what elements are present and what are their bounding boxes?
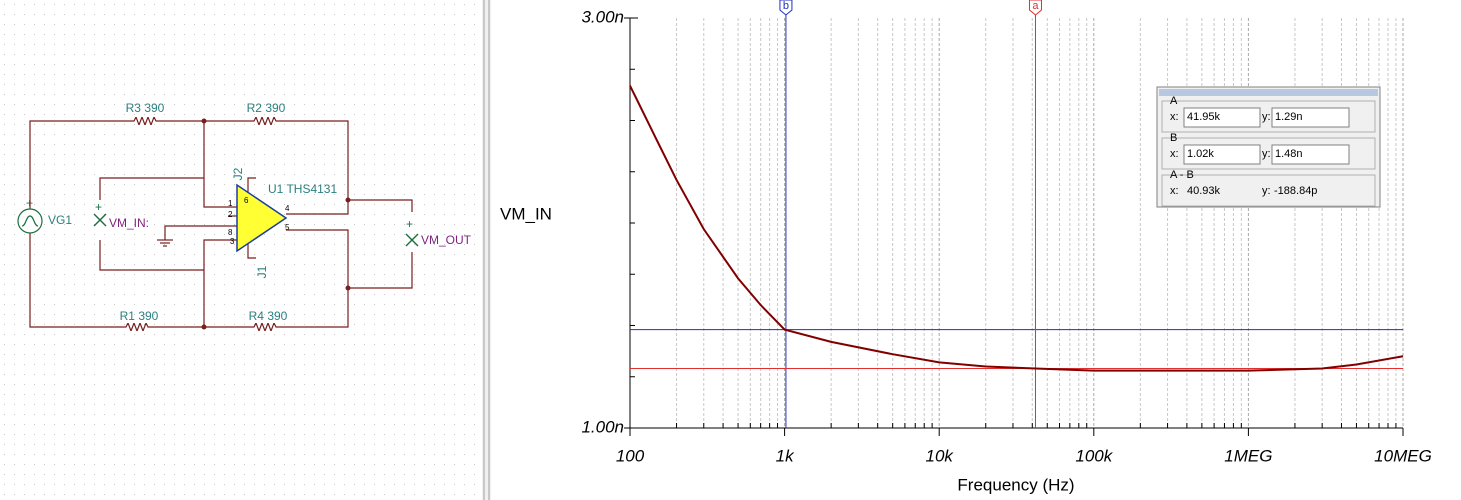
readout-prefix: y: [1262, 148, 1271, 160]
label: R1 390 [120, 309, 159, 323]
x-axis-label: Frequency (Hz) [957, 475, 1074, 494]
data-line [629, 85, 1404, 372]
pin-label: 4 [285, 204, 290, 213]
label: J2 [231, 167, 245, 180]
readout-y: 1.29n [1275, 111, 1303, 123]
polarity: + [406, 217, 413, 231]
pin-label: 2 [228, 210, 233, 219]
readout-prefix: x: [1170, 185, 1179, 197]
readout-prefix: y: [1262, 111, 1271, 123]
splitter[interactable] [482, 0, 491, 500]
readout-field[interactable] [1271, 144, 1350, 165]
readout-group [1161, 137, 1376, 170]
label: U1 THS4131 [268, 182, 337, 196]
label: VM_OUT [421, 233, 472, 247]
readout-field[interactable] [1271, 107, 1350, 128]
y-tick-label: 1.00n [581, 417, 624, 436]
label: J1 [255, 265, 269, 278]
polarity: + [95, 200, 102, 214]
pin-label: 3 [230, 237, 235, 246]
schematic-background [0, 0, 482, 500]
op-amp[interactable] [236, 183, 288, 253]
cursor-name: b [783, 0, 789, 12]
x-tick-label: 1k [776, 446, 795, 465]
cursor-handle[interactable] [779, 0, 793, 16]
y-axis-label: VM_IN [500, 204, 552, 223]
voltage-source[interactable] [17, 208, 43, 234]
x-tick-label: 10MEG [1374, 446, 1432, 465]
readout-field[interactable] [1183, 107, 1261, 128]
pin-label: 5 [285, 223, 290, 232]
label: VM_IN: [109, 216, 149, 230]
readout-prefix: x: [1170, 148, 1179, 160]
wires [29, 120, 413, 328]
readout-x: 1.02k [1187, 148, 1214, 160]
readout-name: A - B [1170, 169, 1194, 181]
label: VG1 [48, 213, 72, 227]
label: R4 390 [249, 309, 288, 323]
label: R2 390 [247, 101, 286, 115]
cursor-handle[interactable] [1028, 0, 1042, 16]
readout-prefix: y: [1262, 185, 1271, 197]
pin-label: 6 [244, 196, 249, 205]
x-tick-label: 10k [925, 446, 954, 465]
polarity: + [26, 196, 33, 210]
x-tick-label: 1MEG [1224, 446, 1272, 465]
x-tick-label: 100 [616, 446, 645, 465]
schematic: R3 390 R2 390 R1 390 R4 390 VG1 VM_IN: V… [0, 0, 482, 500]
y-tick-label: 3.00n [581, 7, 624, 26]
readout-x: 41.95k [1187, 111, 1221, 123]
readout-name: B [1170, 132, 1177, 144]
readout-group [1161, 100, 1376, 133]
pin-label: 1 [228, 199, 233, 208]
label: R3 390 [126, 101, 165, 115]
readout-y: 1.48n [1275, 148, 1303, 160]
junctions [201, 118, 351, 330]
readout-name: A [1170, 95, 1178, 107]
meter-in[interactable] [93, 213, 107, 227]
cursor-name: a [1032, 0, 1039, 12]
readout-x: 40.93k [1187, 185, 1221, 197]
readout-prefix: x: [1170, 111, 1179, 123]
source-symbol [21, 215, 39, 227]
pin-label: 8 [228, 228, 233, 237]
chart: VM_IN Frequency (Hz) 100 1k 10k 100k 1MEG 10M… [500, 0, 1432, 494]
readout-y: -188.84p [1274, 185, 1317, 197]
readout-titlebar [1159, 89, 1378, 96]
readout-field[interactable] [1183, 144, 1261, 165]
meter-out[interactable] [405, 233, 419, 247]
x-tick-label: 100k [1075, 446, 1113, 465]
readout-group [1161, 174, 1376, 207]
